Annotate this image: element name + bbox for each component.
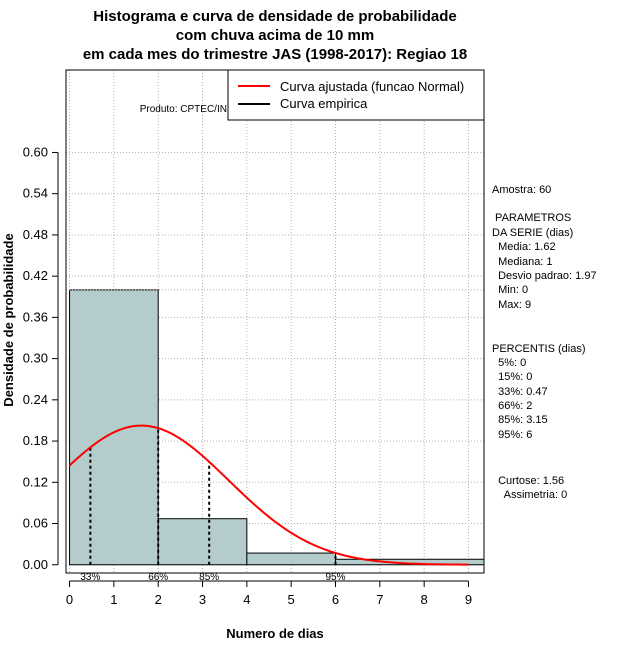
percentile-label-1: 66%	[148, 572, 168, 583]
y-tick-label-6: 0.36	[23, 309, 48, 324]
title-line-1: Histograma e curva de densidade de proba…	[93, 8, 456, 25]
histogram-bar-1	[157, 518, 248, 566]
x-tick-label-4: 4	[243, 592, 250, 607]
stat-max: Max: 9	[492, 299, 531, 311]
x-tick-label-7: 7	[376, 592, 383, 607]
y-axis: 0.00 0.06 0.12 0.18 0.24 0.30 0.36 0.42 0.48 0.54…	[23, 144, 59, 572]
x-axis: 0 1 2 3 4 5 6 7 8 9	[66, 580, 472, 607]
x-tick-label-6: 6	[332, 592, 339, 607]
stat-p33: 33%: 0.47	[492, 386, 548, 398]
legend: Curva ajustada (funcao Normal) Curva emp…	[227, 69, 485, 121]
x-tick-label-0: 0	[66, 592, 73, 607]
stat-mean: Media: 1.62	[492, 241, 556, 253]
percentile-lines	[89, 428, 337, 565]
side-panel: Amostra: 60 PARAMETROS DA SERIE (dias) M…	[492, 184, 597, 501]
y-tick-label-7: 0.42	[23, 268, 48, 283]
title-line-3: em cada mes do trimestre JAS (1998-2017)…	[83, 46, 467, 63]
x-tick-label-5: 5	[288, 592, 295, 607]
stat-assimetria: Assimetria: 0	[492, 489, 567, 501]
stat-p15: 15%: 0	[492, 371, 532, 383]
legend-box	[227, 69, 485, 121]
percentile-label-3: 95%	[325, 572, 345, 583]
stat-params-title: PARAMETROS	[492, 212, 571, 224]
percentile-labels: 33% 66% 85% 95%	[80, 572, 345, 583]
percentile-label-2: 85%	[199, 572, 219, 583]
product-label: Produto: CPTEC/INPE	[140, 104, 241, 115]
x-axis-label: Numero de dias	[226, 626, 324, 641]
y-tick-label-9: 0.54	[23, 186, 48, 201]
percentile-label-0: 33%	[80, 572, 100, 583]
histogram-bars	[69, 289, 485, 566]
title-line-2: com chuva acima de 10 mm	[176, 27, 374, 44]
y-tick-label-5: 0.30	[23, 351, 48, 366]
y-tick-label-1: 0.06	[23, 516, 48, 531]
x-tick-label-9: 9	[465, 592, 472, 607]
stat-params-subtitle: DA SERIE (dias)	[492, 227, 573, 239]
stat-curtose: Curtose: 1.56	[492, 475, 564, 487]
y-tick-label-8: 0.48	[23, 227, 48, 242]
normal-fit-curve	[68, 424, 469, 566]
legend-label-empirical: Curva empirica	[280, 96, 368, 111]
y-tick-label-3: 0.18	[23, 433, 48, 448]
stat-p66: 66%: 2	[492, 400, 532, 412]
chart-title: Histograma e curva de densidade de proba…	[83, 8, 467, 63]
histogram-bar-2	[246, 552, 337, 566]
y-axis-label: Densidade de probabilidade	[1, 233, 16, 406]
x-tick-label-1: 1	[110, 592, 117, 607]
legend-label-fit: Curva ajustada (funcao Normal)	[280, 79, 464, 94]
y-tick-label-0: 0.00	[23, 557, 48, 572]
stat-p85: 85%: 3.15	[492, 414, 548, 426]
stat-sample: Amostra: 60	[492, 184, 551, 196]
stat-p5: 5%: 0	[492, 357, 526, 369]
stat-sd: Desvio padrao: 1.97	[492, 270, 597, 282]
x-tick-label-3: 3	[199, 592, 206, 607]
stat-percentis-title: PERCENTIS (dias)	[492, 343, 586, 355]
y-tick-label-10: 0.60	[23, 144, 48, 159]
x-tick-label-8: 8	[421, 592, 428, 607]
stat-median: Mediana: 1	[492, 256, 553, 268]
stat-min: Min: 0	[492, 284, 528, 296]
y-tick-label-4: 0.24	[23, 392, 48, 407]
stat-p95: 95%: 6	[492, 429, 532, 441]
y-tick-label-2: 0.12	[23, 474, 48, 489]
histogram-bar-0	[69, 289, 159, 566]
x-tick-label-2: 2	[155, 592, 162, 607]
